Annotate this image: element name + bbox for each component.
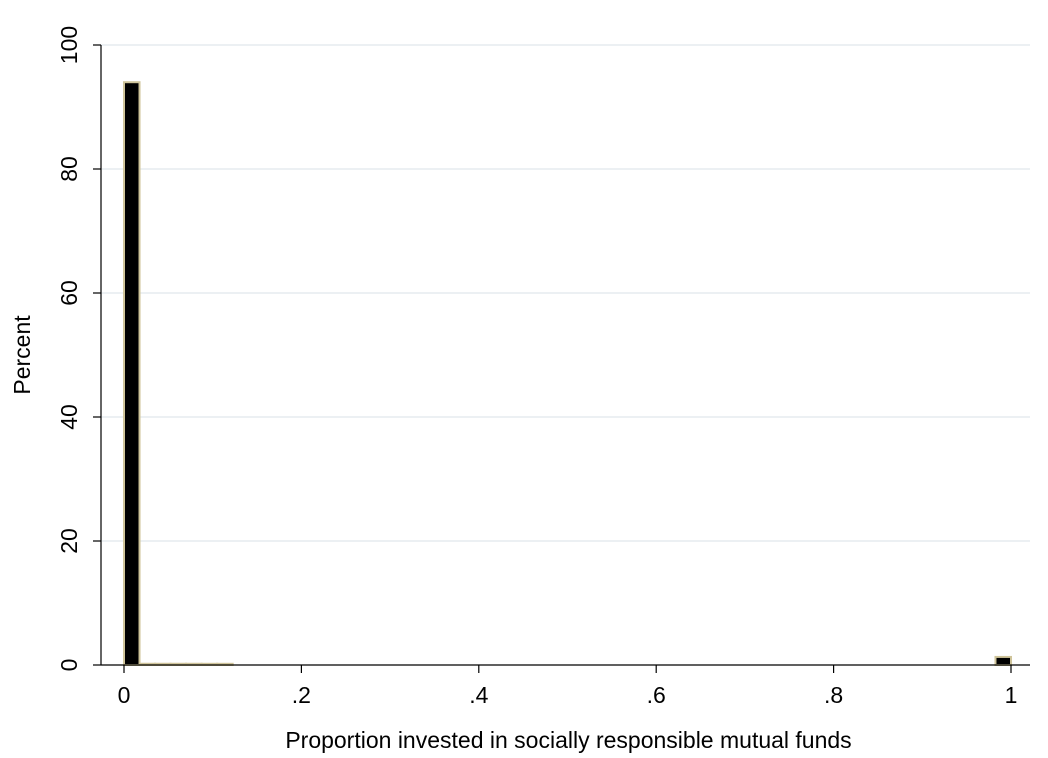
histogram-bar-7 bbox=[994, 655, 1012, 667]
x-axis-ticks: 0 .2 .4 .6 .8 1 bbox=[118, 665, 1018, 708]
grid-lines bbox=[101, 44, 1030, 542]
x-tick-label-1: .2 bbox=[292, 682, 311, 708]
y-axis-ticks: 0 20 40 60 80 100 bbox=[56, 26, 101, 672]
y-tick-label-0: 0 bbox=[56, 659, 82, 672]
histogram-bar-0 bbox=[123, 81, 141, 666]
y-tick-label-5: 100 bbox=[56, 26, 82, 64]
y-tick-label-1: 20 bbox=[56, 528, 82, 554]
y-tick-label-3: 60 bbox=[56, 280, 82, 306]
y-axis-title: Percent bbox=[9, 315, 35, 395]
x-tick-label-5: 1 bbox=[1005, 682, 1018, 708]
x-tick-label-4: .8 bbox=[824, 682, 843, 708]
y-tick-label-2: 40 bbox=[56, 404, 82, 430]
x-axis-title: Proportion invested in socially responsi… bbox=[285, 727, 851, 753]
x-tick-label-2: .4 bbox=[469, 682, 488, 708]
y-tick-label-4: 80 bbox=[56, 156, 82, 182]
x-tick-label-0: 0 bbox=[118, 682, 131, 708]
axes bbox=[100, 45, 1030, 666]
x-tick-label-3: .6 bbox=[647, 682, 666, 708]
